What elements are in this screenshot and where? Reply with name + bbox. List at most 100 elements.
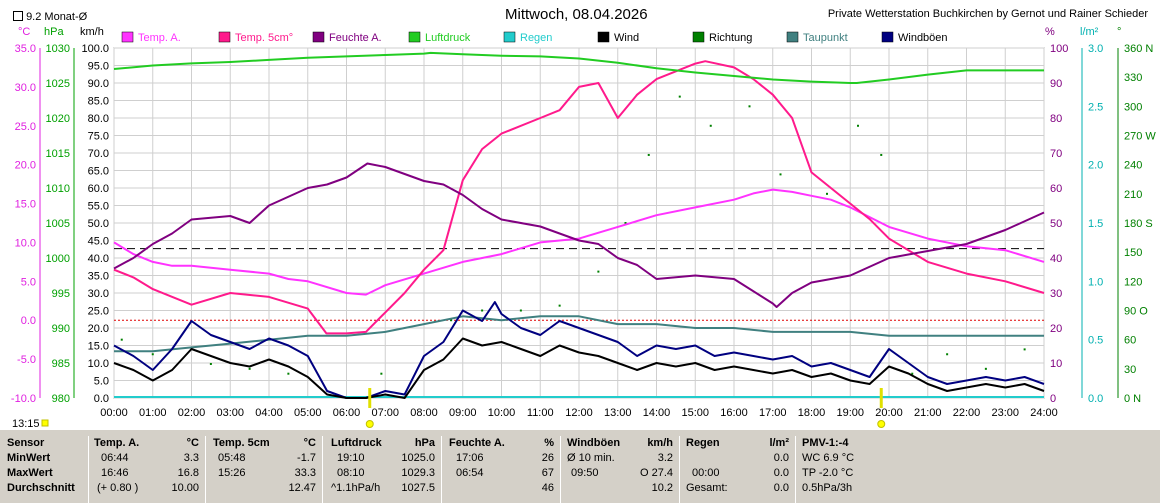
legend-swatch <box>312 31 325 43</box>
humidity-tick-label: 50 <box>1050 218 1062 230</box>
direction-point <box>748 105 751 108</box>
rain-tick-label: 0.5 <box>1088 335 1103 347</box>
luftdruck-min-value: 1025.0 <box>401 452 435 464</box>
regen-row1-value: 0.0 <box>773 452 789 464</box>
windboeen-avg10-value: 3.2 <box>657 452 673 464</box>
humidity-tick-label: 30 <box>1050 288 1062 300</box>
temp-5cm-min-time: 05:48 <box>218 452 246 464</box>
pressure-tick-label: 995 <box>52 288 70 300</box>
legend-label: Temp. A. <box>138 32 181 44</box>
x-tick-label: 23:00 <box>991 407 1019 419</box>
temp-a-unit: °C <box>186 437 199 449</box>
x-tick-label: 02:00 <box>178 407 206 419</box>
regen-row2-label: 00:00 <box>692 467 720 479</box>
direction-tick-label: 360 N <box>1124 43 1153 55</box>
checkbox-label: 9.2 Monat-Ø <box>26 11 88 23</box>
luftdruck-max-value: 1029.3 <box>401 467 435 479</box>
wind-tick-label: 65.0 <box>88 166 109 178</box>
temp-a-max-value: 16.8 <box>177 467 199 479</box>
direction-point <box>287 372 290 375</box>
direction-tick-label: 180 S <box>1124 218 1153 230</box>
wind-tick-label: 20.0 <box>88 323 109 335</box>
pressure-tick-label: 1025 <box>46 78 70 90</box>
current-time-label: 13:15 <box>12 418 40 430</box>
stats-windboeen: Windböen km/h Ø 10 min. 3.2 09:50 O 27.4 10… <box>560 436 679 503</box>
legend-swatch <box>408 31 421 43</box>
wind-tick-label: 40.0 <box>88 253 109 265</box>
series-luftdruck <box>113 51 1044 84</box>
checkbox-icon[interactable] <box>13 11 23 21</box>
luftdruck-avg-value: 1027.5 <box>401 482 435 494</box>
direction-tick-label: 90 O <box>1124 306 1148 318</box>
feuchte-title: Feuchte A. <box>449 437 505 449</box>
temp-5cm-avg-value: 12.47 <box>288 482 316 494</box>
legend-label: Luftdruck <box>425 32 471 44</box>
direction-tick-label: 0 N <box>1124 393 1141 405</box>
x-tick-label: 12:00 <box>565 407 593 419</box>
current-time-marker <box>41 419 49 427</box>
luftdruck-min-time: 19:10 <box>337 452 365 464</box>
x-tick-label: 20:00 <box>875 407 903 419</box>
minwert-label: MinWert <box>7 452 51 464</box>
wind-unit-label: km/h <box>80 26 104 38</box>
luftdruck-max-time: 08:10 <box>337 467 365 479</box>
temp-a-max-time: 16:46 <box>101 467 129 479</box>
wind-tick-label: 45.0 <box>88 236 109 248</box>
x-tick-label: 09:00 <box>449 407 477 419</box>
legend-label: Temp. 5cm° <box>235 32 293 44</box>
direction-point <box>450 319 453 322</box>
temp-5cm-unit: °C <box>303 437 316 449</box>
x-tick-label: 04:00 <box>255 407 283 419</box>
x-tick-label: 24:00 <box>1030 407 1058 419</box>
pmv-title: PMV-1:-4 <box>802 437 849 449</box>
x-tick-label: 10:00 <box>488 407 516 419</box>
month-avg-toggle[interactable]: 9.2 Monat-Ø <box>13 11 87 23</box>
direction-tick-label: 150 <box>1124 247 1142 259</box>
rain-unit-label: l/m² <box>1080 26 1099 38</box>
pressure-tick-label: 1010 <box>46 183 70 195</box>
temp-5cm-max-time: 15:26 <box>218 467 246 479</box>
windboeen-title: Windböen <box>567 437 621 449</box>
regen-total-label: Gesamt: <box>686 482 728 494</box>
series-wind <box>113 337 1045 399</box>
direction-point <box>946 353 949 356</box>
x-tick-label: 13:00 <box>604 407 632 419</box>
wind-tick-label: 10.0 <box>88 358 109 370</box>
stats-luftdruck: Luftdruck hPa 19:10 1025.0 08:10 1029.3 ^1.… <box>322 436 441 503</box>
rain-tick-label: 3.0 <box>1088 43 1103 55</box>
direction-point <box>209 362 212 365</box>
humidity-tick-label: 100 <box>1050 43 1068 55</box>
maxwert-label: MaxWert <box>7 467 53 479</box>
pressure-tick-label: 990 <box>52 323 70 335</box>
temp-tick-label: 10.0 <box>15 237 36 249</box>
legend-swatch <box>786 31 799 43</box>
rain-tick-label: 1.0 <box>1088 276 1103 288</box>
sunset-dot <box>877 420 886 428</box>
luftdruck-unit: hPa <box>414 437 435 449</box>
direction-tick-label: 330 <box>1124 72 1142 84</box>
humidity-tick-label: 60 <box>1050 183 1062 195</box>
x-tick-label: 15:00 <box>681 407 709 419</box>
feuchte-avg-value: 46 <box>541 482 554 494</box>
x-tick-label: 22:00 <box>953 407 981 419</box>
direction-point <box>624 222 627 224</box>
direction-point <box>709 124 712 127</box>
sensor-title: Sensor <box>7 437 45 449</box>
luftdruck-trend: ^1.1hPa/h <box>331 482 381 494</box>
wind-tick-label: 95.0 <box>88 61 109 73</box>
temp-tick-label: 20.0 <box>15 160 36 172</box>
legend-swatch <box>218 31 231 43</box>
humidity-tick-label: 0 <box>1050 393 1056 405</box>
direction-point <box>826 192 828 195</box>
series-windb-en <box>113 301 1045 399</box>
feuchte-unit: % <box>544 437 554 449</box>
regen-total-value: 0.0 <box>773 482 789 494</box>
direction-point <box>151 353 154 356</box>
stats-sensor: Sensor MinWert MaxWert Durchschnitt <box>0 436 88 503</box>
x-tick-label: 21:00 <box>914 407 942 419</box>
x-tick-label: 06:00 <box>333 407 361 419</box>
x-tick-label: 01:00 <box>139 407 167 419</box>
pressure-tick-label: 1015 <box>46 148 70 160</box>
x-tick-label: 08:00 <box>410 407 438 419</box>
rain-tick-label: 0.0 <box>1088 393 1103 405</box>
